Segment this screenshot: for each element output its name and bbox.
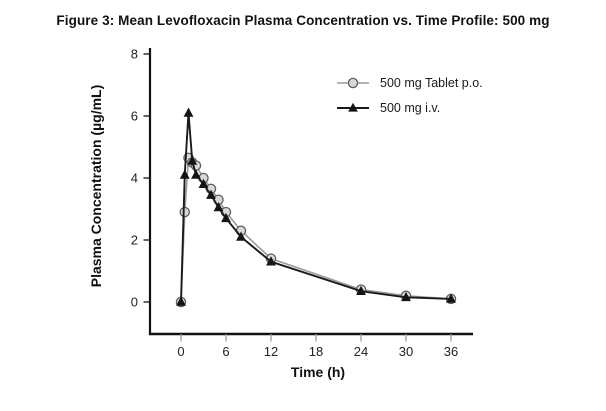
legend-triangle-marker [348, 102, 358, 112]
legend: 500 mg Tablet p.o. 500 mg i.v. [336, 70, 483, 120]
x-tick-label: 18 [309, 344, 323, 359]
legend-marker-circle-icon [337, 77, 369, 88]
y-tick-label: 4 [131, 171, 138, 186]
data-point-po [179, 206, 190, 218]
data-point-iv [191, 169, 201, 179]
data-point-iv [221, 212, 231, 223]
data-point-iv [356, 285, 366, 295]
data-point-iv [187, 155, 198, 165]
x-tick-label: 0 [177, 344, 184, 359]
legend-marker-triangle-icon [337, 102, 369, 112]
y-axis-label: Plasma Concentration (µg/mL) [88, 84, 104, 288]
y-tick-label: 0 [131, 295, 138, 310]
x-tick-label: 12 [264, 344, 278, 359]
series-line-po [180, 157, 452, 303]
data-point-iv [213, 202, 224, 212]
x-tick-label: 30 [399, 344, 413, 359]
x-tick-label: 6 [222, 344, 229, 359]
legend-item-iv: 500 mg i.v. [336, 95, 483, 120]
x-tick-label: 24 [354, 344, 368, 359]
y-tick-label: 8 [131, 47, 138, 62]
data-point-iv [236, 231, 246, 241]
series-line-iv [180, 111, 452, 303]
data-point-iv [401, 291, 411, 302]
data-point-iv [183, 107, 194, 117]
x-axis-label: Time (h) [290, 364, 346, 380]
y-tick-label: 2 [131, 233, 138, 248]
data-point-iv [206, 189, 216, 199]
data-point-iv [176, 296, 186, 306]
legend-circle-marker [347, 77, 359, 88]
data-point-iv [179, 169, 190, 179]
data-point-iv [198, 178, 209, 188]
legend-label-iv: 500 mg i.v. [380, 100, 441, 115]
x-tick-label: 36 [444, 344, 458, 359]
figure-title: Figure 3: Mean Levofloxacin Plasma Conce… [56, 13, 550, 28]
data-point-iv [266, 256, 276, 266]
legend-item-tablet-po: 500 mg Tablet p.o. [336, 70, 483, 95]
data-point-iv [446, 293, 456, 303]
y-tick-label: 6 [131, 109, 138, 124]
legend-label-tablet-po: 500 mg Tablet p.o. [380, 75, 483, 90]
